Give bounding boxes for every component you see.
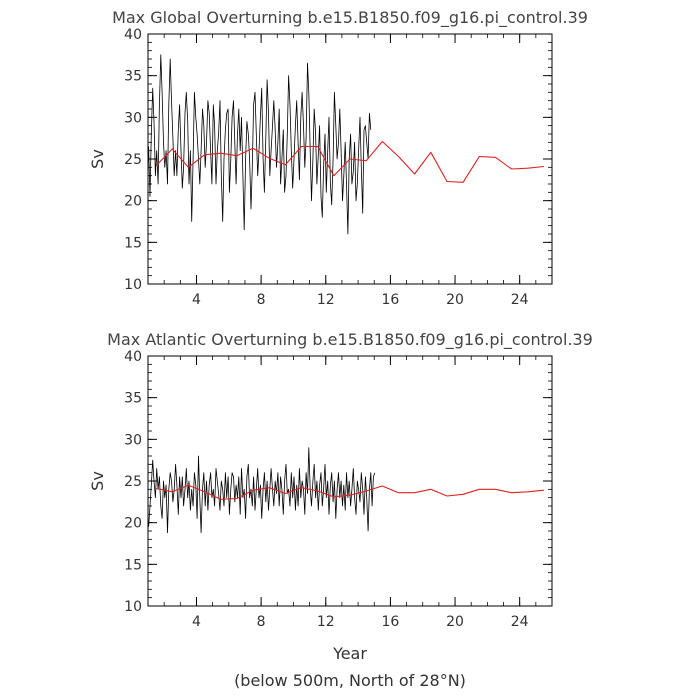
x-tick-label: 20 (446, 614, 464, 630)
monthly-series-line (148, 447, 376, 534)
y-tick-label: 20 (124, 516, 142, 532)
x-tick-label: 16 (381, 614, 399, 630)
x-tick-label: 24 (511, 292, 529, 308)
x-tick-label: 20 (446, 292, 464, 308)
y-tick-label: 35 (124, 69, 142, 85)
x-tick-label: 8 (257, 614, 266, 630)
x-tick-label: 12 (317, 292, 335, 308)
global-overturning-panel: Max Global Overturning b.e15.B1850.f09_g… (88, 8, 588, 308)
x-tick-label: 16 (381, 292, 399, 308)
y-tick-label: 30 (124, 110, 142, 126)
plot-frame (147, 355, 553, 607)
y-tick-label: 40 (124, 27, 142, 43)
y-tick-label: 25 (124, 474, 142, 490)
chart-title: Max Atlantic Overturning b.e15.B1850.f09… (107, 330, 593, 350)
y-axis-label: Sv (88, 471, 107, 491)
footnote: (below 500m, North of 28°N) (234, 671, 466, 690)
y-tick-label: 10 (124, 599, 142, 615)
atlantic-overturning-panel: Max Atlantic Overturning b.e15.B1850.f09… (88, 330, 593, 630)
y-tick-label: 40 (124, 349, 142, 365)
y-tick-label: 20 (124, 194, 142, 210)
chart-title: Max Global Overturning b.e15.B1850.f09_g… (112, 8, 588, 28)
x-tick-label: 12 (317, 614, 335, 630)
x-tick-label: 4 (192, 292, 201, 308)
y-tick-label: 35 (124, 391, 142, 407)
annual-mean-line (155, 484, 544, 500)
y-tick-label: 15 (124, 557, 142, 573)
x-tick-label: 24 (511, 614, 529, 630)
annual-mean-line (155, 140, 544, 183)
y-axis-label: Sv (88, 149, 107, 169)
y-tick-label: 25 (124, 152, 142, 168)
x-axis-label: Year (332, 644, 367, 663)
x-tick-label: 4 (192, 614, 201, 630)
y-tick-label: 10 (124, 277, 142, 293)
y-tick-label: 30 (124, 432, 142, 448)
y-tick-label: 15 (124, 235, 142, 251)
monthly-series-line (148, 54, 372, 235)
x-tick-label: 8 (257, 292, 266, 308)
